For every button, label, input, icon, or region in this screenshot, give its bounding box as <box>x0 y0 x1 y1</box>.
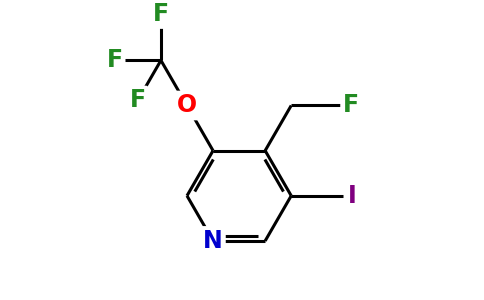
Text: N: N <box>203 229 223 253</box>
Text: O: O <box>177 94 197 118</box>
Text: I: I <box>348 184 357 208</box>
Text: F: F <box>130 88 146 112</box>
Text: F: F <box>343 94 360 118</box>
Text: F: F <box>106 48 122 72</box>
Text: F: F <box>153 2 169 26</box>
